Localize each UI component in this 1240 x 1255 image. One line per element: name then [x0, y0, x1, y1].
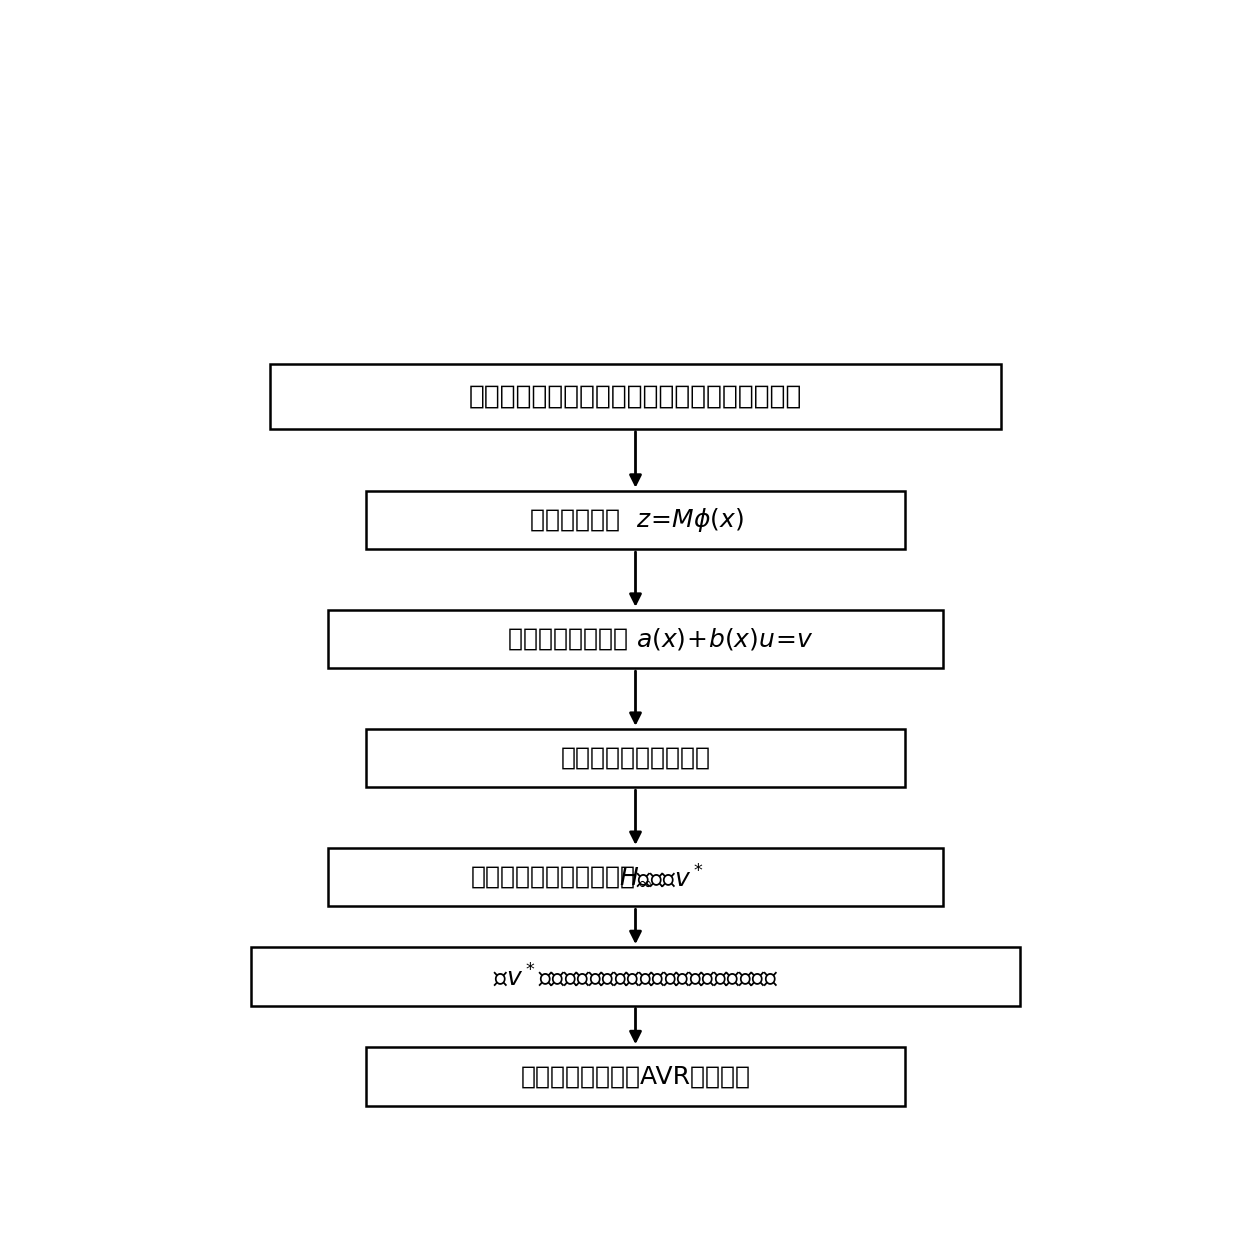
Bar: [367, 1047, 905, 1106]
Text: 建立带外界干扰的多机励磁系统非线性数学模型: 建立带外界干扰的多机励磁系统非线性数学模型: [469, 384, 802, 409]
Text: $H_{\infty}$: $H_{\infty}$: [619, 865, 652, 889]
Text: 与自动电压调节器AVR配合接入: 与自动电压调节器AVR配合接入: [521, 1064, 750, 1088]
Text: 将$v^*$代回至非线性反馈律求得非线性鲁棒控制律: 将$v^*$代回至非线性反馈律求得非线性鲁棒控制律: [492, 963, 779, 990]
Text: $a(x)\!+\!b(x)u\!=\!v$: $a(x)\!+\!b(x)u\!=\!v$: [635, 626, 813, 651]
Text: 选取非线性反馈律: 选取非线性反馈律: [507, 628, 635, 651]
Bar: [327, 610, 944, 668]
Text: 设计线性化后系统的线性: 设计线性化后系统的线性: [470, 865, 635, 889]
Text: $z\!=\!M\phi(x)$: $z\!=\!M\phi(x)$: [635, 506, 744, 533]
Bar: [327, 848, 944, 906]
Bar: [270, 364, 1001, 429]
Bar: [250, 948, 1021, 1005]
Text: 控制律$v^*$: 控制律$v^*$: [635, 863, 703, 891]
Bar: [367, 491, 905, 550]
Text: 将原非线性系统线性化: 将原非线性系统线性化: [560, 745, 711, 771]
Bar: [367, 729, 905, 787]
Text: 选取坐标转换: 选取坐标转换: [529, 508, 635, 532]
